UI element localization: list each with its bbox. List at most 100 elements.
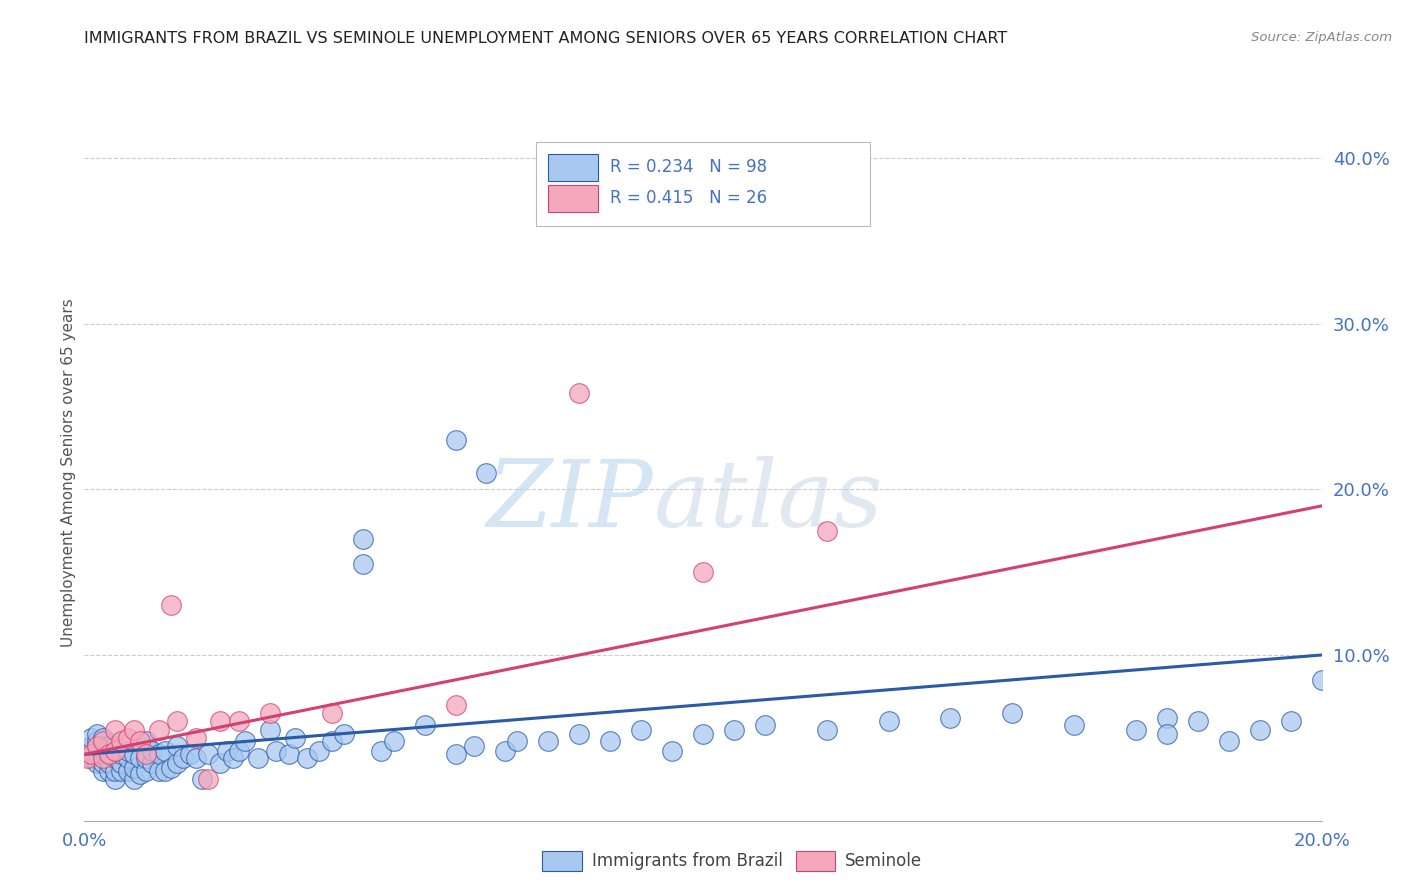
Point [661, 744, 683, 758]
Point [233, 734, 256, 748]
Point [370, 744, 392, 758]
Point [122, 772, 145, 787]
FancyBboxPatch shape [536, 142, 870, 226]
Text: atlas: atlas [654, 456, 883, 546]
Point [172, 750, 194, 764]
Point [86, 739, 108, 753]
Point [76, 750, 98, 764]
Point [475, 466, 498, 480]
Point [79, 731, 101, 745]
Point [228, 744, 250, 758]
FancyBboxPatch shape [543, 851, 582, 871]
Point [494, 744, 516, 758]
Point [197, 772, 219, 787]
Text: Immigrants from Brazil: Immigrants from Brazil [592, 852, 783, 870]
Point [76, 747, 98, 762]
Point [117, 731, 139, 745]
Point [321, 734, 343, 748]
Point [160, 599, 183, 613]
Point [1156, 711, 1178, 725]
Point [110, 756, 132, 770]
Point [184, 750, 207, 764]
Point [1218, 734, 1240, 748]
Point [166, 714, 188, 729]
Point [104, 744, 127, 758]
Point [79, 739, 101, 753]
Point [153, 744, 176, 758]
Point [141, 756, 163, 770]
Point [104, 772, 127, 787]
Point [259, 706, 281, 720]
Point [723, 723, 745, 737]
FancyBboxPatch shape [548, 154, 598, 180]
Point [86, 727, 108, 741]
Point [877, 714, 900, 729]
Point [117, 750, 139, 764]
Point [79, 750, 101, 764]
Point [160, 761, 183, 775]
Point [91, 731, 114, 745]
Point [295, 750, 318, 764]
Point [191, 772, 214, 787]
Point [122, 761, 145, 775]
Point [129, 734, 152, 748]
Point [179, 747, 201, 762]
Point [135, 764, 157, 778]
Point [148, 764, 170, 778]
Point [91, 756, 114, 770]
Point [939, 711, 962, 725]
Point [568, 386, 591, 401]
Point [98, 739, 121, 753]
Point [98, 756, 121, 770]
Point [153, 764, 176, 778]
Point [104, 750, 127, 764]
Text: Source: ZipAtlas.com: Source: ZipAtlas.com [1251, 31, 1392, 45]
Point [135, 747, 157, 762]
Point [1125, 723, 1147, 737]
Point [815, 723, 838, 737]
Y-axis label: Unemployment Among Seniors over 65 years: Unemployment Among Seniors over 65 years [60, 299, 76, 647]
Point [599, 734, 621, 748]
Point [1001, 706, 1024, 720]
Point [98, 747, 121, 762]
Point [506, 734, 529, 748]
Point [444, 698, 467, 712]
Text: R = 0.234   N = 98: R = 0.234 N = 98 [610, 158, 768, 176]
Point [86, 739, 108, 753]
Text: R = 0.415   N = 26: R = 0.415 N = 26 [610, 189, 768, 207]
Point [91, 750, 114, 764]
Point [222, 750, 245, 764]
Text: ZIP: ZIP [486, 456, 654, 546]
Point [104, 739, 127, 753]
Point [91, 734, 114, 748]
Point [754, 717, 776, 731]
Point [630, 723, 652, 737]
Point [135, 734, 157, 748]
Point [333, 727, 356, 741]
Point [129, 767, 152, 781]
Point [308, 744, 330, 758]
Point [228, 714, 250, 729]
Point [86, 734, 108, 748]
Point [264, 744, 287, 758]
Point [537, 734, 560, 748]
Point [91, 739, 114, 753]
Point [110, 747, 132, 762]
FancyBboxPatch shape [548, 186, 598, 212]
Point [277, 747, 299, 762]
Point [197, 747, 219, 762]
Point [209, 714, 232, 729]
Point [141, 744, 163, 758]
Point [1279, 714, 1302, 729]
Point [148, 747, 170, 762]
Point [122, 747, 145, 762]
Point [444, 433, 467, 447]
Point [246, 750, 269, 764]
Point [104, 723, 127, 737]
Point [1156, 727, 1178, 741]
Point [86, 747, 108, 762]
Point [259, 723, 281, 737]
Point [91, 747, 114, 762]
Text: Seminole: Seminole [845, 852, 922, 870]
Point [117, 744, 139, 758]
